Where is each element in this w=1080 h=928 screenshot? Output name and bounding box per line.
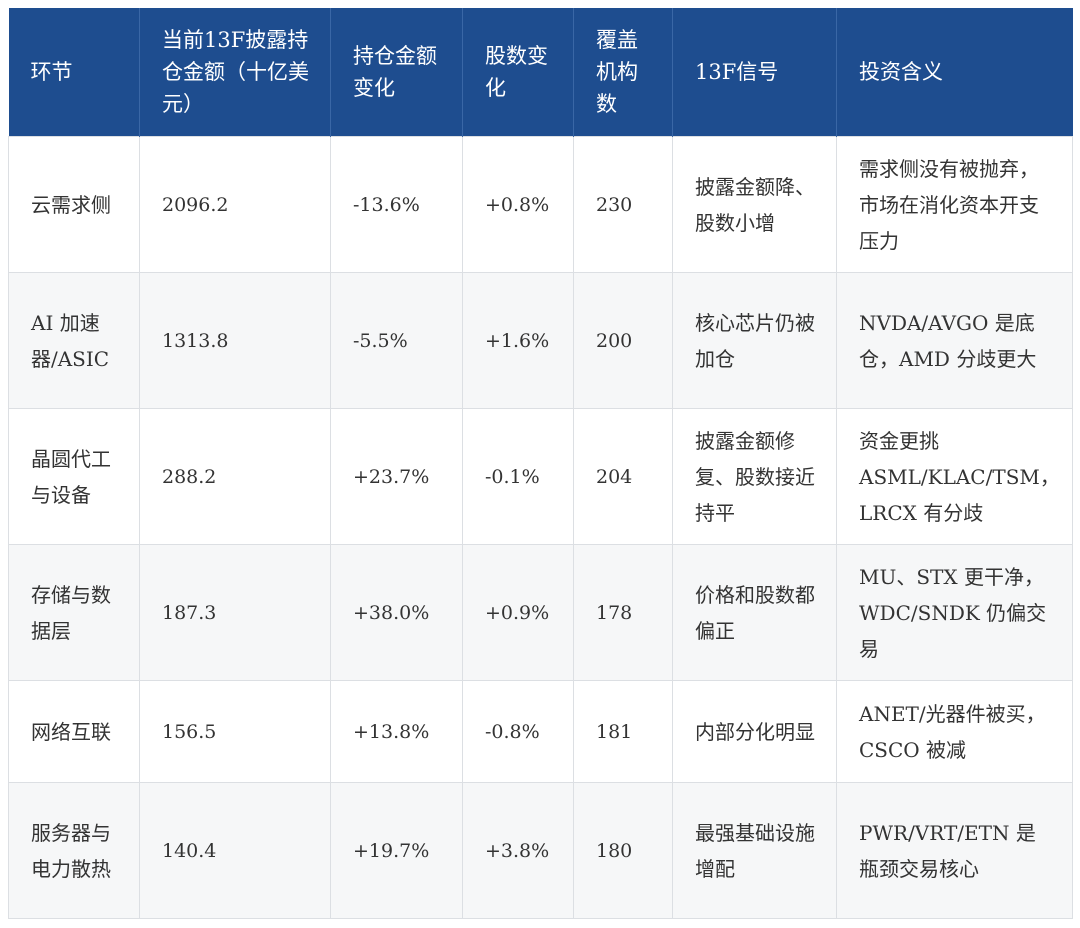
table-row: 服务器与电力散热 140.4 +19.7% +3.8% 180 最强基础设施增配… [8, 782, 1073, 919]
13f-sector-table: 环节 当前13F披露持仓金额（十亿美元） 持仓金额变化 股数变化 覆盖机构数 1… [8, 8, 1073, 919]
cell-holdings-value: 187.3 [139, 544, 331, 681]
header-holdings-value: 当前13F披露持仓金额（十亿美元） [139, 8, 331, 137]
cell-share-change: -0.1% [462, 408, 574, 545]
cell-segment: 服务器与电力散热 [8, 782, 140, 919]
header-share-change: 股数变化 [462, 8, 574, 137]
cell-value-change: -13.6% [330, 136, 463, 273]
table-row: 网络互联 156.5 +13.8% -0.8% 181 内部分化明显 ANET/… [8, 680, 1073, 783]
cell-value-change: +23.7% [330, 408, 463, 545]
cell-investment-implication: 资金更挑 ASML/KLAC/TSM，LRCX 有分歧 [836, 408, 1073, 545]
table-container: 环节 当前13F披露持仓金额（十亿美元） 持仓金额变化 股数变化 覆盖机构数 1… [8, 8, 1073, 919]
cell-value-change: -5.5% [330, 272, 463, 409]
header-institution-count: 覆盖机构数 [573, 8, 673, 137]
table-row: 云需求侧 2096.2 -13.6% +0.8% 230 披露金额降、股数小增 … [8, 136, 1073, 273]
cell-value-change: +13.8% [330, 680, 463, 783]
cell-investment-implication: ANET/光器件被买，CSCO 被减 [836, 680, 1073, 783]
cell-13f-signal: 披露金额修复、股数接近持平 [672, 408, 837, 545]
cell-share-change: +0.8% [462, 136, 574, 273]
cell-holdings-value: 140.4 [139, 782, 331, 919]
header-13f-signal: 13F信号 [672, 8, 837, 137]
table-row: 晶圆代工与设备 288.2 +23.7% -0.1% 204 披露金额修复、股数… [8, 408, 1073, 545]
cell-investment-implication: NVDA/AVGO 是底仓，AMD 分歧更大 [836, 272, 1073, 409]
table-row: AI 加速器/ASIC 1313.8 -5.5% +1.6% 200 核心芯片仍… [8, 272, 1073, 409]
cell-13f-signal: 价格和股数都偏正 [672, 544, 837, 681]
cell-share-change: +3.8% [462, 782, 574, 919]
table-header-row: 环节 当前13F披露持仓金额（十亿美元） 持仓金额变化 股数变化 覆盖机构数 1… [8, 8, 1073, 137]
cell-holdings-value: 288.2 [139, 408, 331, 545]
cell-segment: 存储与数据层 [8, 544, 140, 681]
cell-investment-implication: 需求侧没有被抛弃，市场在消化资本开支压力 [836, 136, 1073, 273]
header-investment-implication: 投资含义 [836, 8, 1073, 137]
cell-segment: 网络互联 [8, 680, 140, 783]
cell-holdings-value: 1313.8 [139, 272, 331, 409]
cell-institution-count: 200 [573, 272, 673, 409]
cell-holdings-value: 2096.2 [139, 136, 331, 273]
cell-13f-signal: 最强基础设施增配 [672, 782, 837, 919]
cell-segment: 晶圆代工与设备 [8, 408, 140, 545]
cell-13f-signal: 披露金额降、股数小增 [672, 136, 837, 273]
cell-segment: AI 加速器/ASIC [8, 272, 140, 409]
cell-share-change: +0.9% [462, 544, 574, 681]
cell-13f-signal: 内部分化明显 [672, 680, 837, 783]
cell-segment: 云需求侧 [8, 136, 140, 273]
table-row: 存储与数据层 187.3 +38.0% +0.9% 178 价格和股数都偏正 M… [8, 544, 1073, 681]
cell-value-change: +19.7% [330, 782, 463, 919]
cell-institution-count: 181 [573, 680, 673, 783]
cell-institution-count: 178 [573, 544, 673, 681]
cell-value-change: +38.0% [330, 544, 463, 681]
header-segment: 环节 [8, 8, 140, 137]
cell-13f-signal: 核心芯片仍被加仓 [672, 272, 837, 409]
cell-investment-implication: MU、STX 更干净，WDC/SNDK 仍偏交易 [836, 544, 1073, 681]
cell-holdings-value: 156.5 [139, 680, 331, 783]
cell-share-change: +1.6% [462, 272, 574, 409]
cell-institution-count: 204 [573, 408, 673, 545]
cell-institution-count: 180 [573, 782, 673, 919]
cell-institution-count: 230 [573, 136, 673, 273]
cell-investment-implication: PWR/VRT/ETN 是瓶颈交易核心 [836, 782, 1073, 919]
header-value-change: 持仓金额变化 [330, 8, 463, 137]
cell-share-change: -0.8% [462, 680, 574, 783]
